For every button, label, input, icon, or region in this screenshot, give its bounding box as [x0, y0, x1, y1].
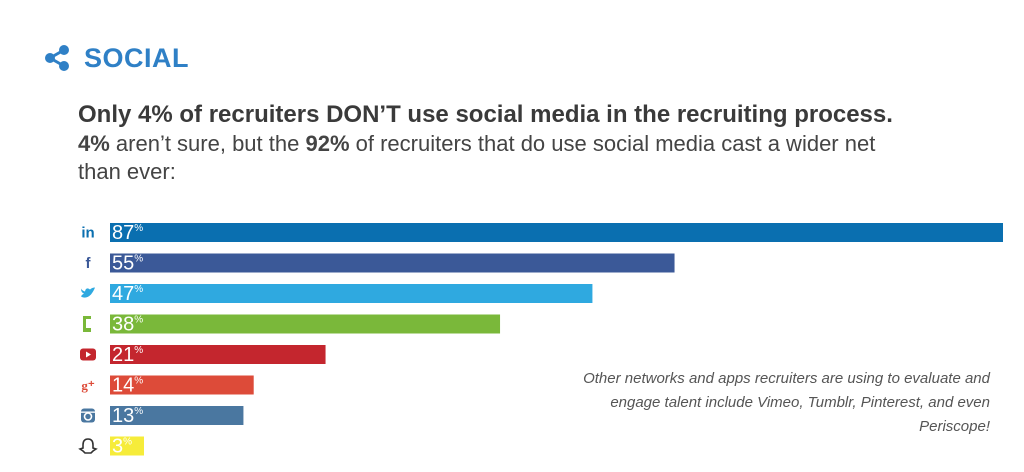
headline: Only 4% of recruiters DON’T use social m… — [78, 100, 978, 186]
bar — [110, 406, 244, 425]
bar-chart: in 87% f 55% 47% 38% 21% g⁺ 14% 13% 3% — [78, 222, 1003, 458]
bar — [110, 284, 593, 303]
bar — [110, 345, 326, 364]
bar-value-label: 87% — [112, 222, 143, 244]
bar-value-label: 13% — [112, 405, 143, 427]
bar-row: 3% — [78, 436, 144, 458]
headline-main: Only 4% of recruiters DON’T use social m… — [78, 101, 893, 128]
headline-sub: 4% aren’t sure, but the 92% of recruiter… — [78, 130, 908, 186]
bar-value-label: 14% — [112, 375, 143, 397]
bar-row: 13% — [81, 405, 244, 427]
glassdoor-icon — [83, 316, 91, 332]
bar-row: in 87% — [81, 222, 1003, 244]
bar — [110, 253, 675, 273]
bar-value-label: 38% — [112, 314, 143, 336]
svg-text:g⁺: g⁺ — [81, 378, 95, 393]
bar — [110, 375, 254, 395]
svg-text:f: f — [86, 255, 92, 272]
headline-sub-text-1: aren’t sure, but the — [109, 131, 306, 156]
headline-stat-users: 92% — [305, 131, 350, 156]
share-icon — [45, 45, 69, 71]
headline-sub-text-2: of recruiters that do use social media c… — [78, 131, 876, 184]
bar-value-label: 47% — [112, 283, 143, 305]
youtube-icon — [80, 348, 96, 361]
bar-row: 38% — [83, 314, 501, 336]
google-plus-icon: g⁺ — [81, 378, 95, 393]
linkedin-icon: in — [81, 225, 94, 242]
instagram-icon — [81, 408, 95, 423]
bar — [110, 314, 501, 334]
facebook-icon: f — [86, 255, 92, 272]
bar — [110, 436, 144, 456]
bar — [110, 223, 1003, 242]
section-title: SOCIAL — [84, 42, 190, 73]
bar-value-label: 55% — [112, 253, 143, 275]
bar-value-label: 21% — [112, 344, 143, 366]
section-header: SOCIAL — [42, 38, 189, 78]
twitter-icon — [81, 287, 95, 298]
bar-row: g⁺ 14% — [81, 375, 254, 397]
bar-row: 47% — [81, 283, 593, 305]
headline-stat-unsure: 4% — [78, 131, 110, 156]
bar-row: f 55% — [86, 253, 675, 275]
footnote: Other networks and apps recruiters are u… — [583, 370, 990, 435]
bar-value-label: 3% — [112, 436, 132, 458]
svg-text:in: in — [81, 225, 94, 242]
bar-row: 21% — [80, 344, 326, 366]
snapchat-icon — [78, 438, 98, 454]
